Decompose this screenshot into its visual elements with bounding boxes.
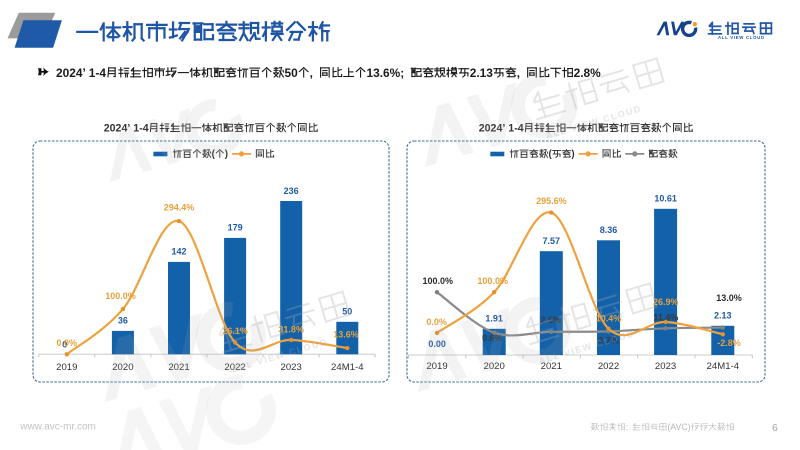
svg-text:,: , (517, 66, 520, 80)
svg-text:(: ( (212, 149, 216, 160)
svg-text:0.0%: 0.0% (426, 317, 447, 327)
svg-text:24M1-4: 24M1-4 (331, 362, 364, 373)
svg-text:13.6%: 13.6% (367, 66, 401, 80)
svg-text:2022: 2022 (598, 361, 619, 372)
svg-text:0.0%: 0.0% (57, 338, 78, 348)
svg-text:(: ( (667, 422, 670, 432)
svg-text:-2.8%: -2.8% (717, 338, 741, 348)
svg-text:2024: 2024 (56, 66, 83, 80)
svg-text:0.00: 0.00 (428, 339, 446, 349)
svg-text:7.57: 7.57 (543, 236, 561, 246)
svg-text:,: , (310, 66, 313, 80)
svg-text:26.9%: 26.9% (653, 297, 679, 307)
svg-text:2022: 2022 (224, 362, 245, 373)
svg-text:0.6%: 0.6% (482, 333, 503, 343)
svg-text:1-4: 1-4 (508, 123, 523, 135)
svg-text:1.91: 1.91 (485, 314, 503, 324)
svg-text:2024: 2024 (479, 123, 503, 135)
svg-text:142: 142 (171, 247, 186, 257)
svg-text:50: 50 (284, 66, 298, 80)
svg-text:AVC: AVC (670, 422, 688, 432)
svg-text:0: 0 (62, 340, 67, 350)
svg-text:1-4: 1-4 (89, 66, 107, 80)
svg-text:2021: 2021 (541, 361, 562, 372)
svg-text:179: 179 (228, 223, 243, 233)
svg-text:2023: 2023 (281, 362, 302, 373)
svg-text:8.36: 8.36 (600, 225, 618, 235)
svg-text:’: ’ (127, 123, 130, 135)
svg-text:24M1-4: 24M1-4 (707, 361, 740, 372)
svg-text:236: 236 (284, 186, 299, 196)
svg-text:50: 50 (342, 307, 352, 317)
svg-text:): ) (225, 149, 228, 160)
svg-text:11.4%: 11.4% (653, 312, 678, 322)
svg-text:2019: 2019 (56, 362, 77, 373)
svg-text:36: 36 (118, 316, 128, 326)
svg-text:100.0%: 100.0% (477, 276, 508, 286)
svg-text:6: 6 (772, 422, 778, 434)
svg-text:2.13: 2.13 (714, 311, 732, 321)
svg-text::: : (626, 422, 628, 432)
svg-text:1-4: 1-4 (133, 123, 148, 135)
svg-text:10.61: 10.61 (654, 194, 677, 204)
svg-text:3.7%: 3.7% (598, 335, 619, 345)
svg-text:31.8%: 31.8% (278, 325, 304, 335)
svg-text:www.avc-mr.com: www.avc-mr.com (19, 422, 96, 433)
svg-text:100.0%: 100.0% (105, 291, 136, 301)
svg-text:2019: 2019 (426, 361, 447, 372)
svg-text:13.0%: 13.0% (716, 293, 742, 303)
svg-text:2.6%: 2.6% (540, 315, 561, 325)
svg-text:10.4%: 10.4% (596, 313, 622, 323)
svg-text:’: ’ (502, 123, 505, 135)
svg-text:;: ; (400, 66, 404, 80)
svg-text:ALL VIEW CLOUD: ALL VIEW CLOUD (718, 35, 765, 40)
svg-text:13.6%: 13.6% (333, 330, 359, 340)
svg-text:2021: 2021 (168, 362, 189, 373)
svg-text:): ) (688, 422, 691, 432)
svg-text:2023: 2023 (655, 361, 676, 372)
svg-text:2.13: 2.13 (470, 66, 494, 80)
svg-text:): ) (571, 149, 574, 160)
svg-text:2024: 2024 (104, 123, 128, 135)
svg-text:294.4%: 294.4% (164, 203, 195, 213)
svg-text:100.0%: 100.0% (423, 276, 454, 286)
svg-text:2020: 2020 (484, 361, 505, 372)
svg-text:26.1%: 26.1% (222, 326, 248, 336)
svg-text:(: ( (549, 149, 553, 160)
svg-text:’: ’ (82, 66, 85, 80)
svg-text:2020: 2020 (112, 362, 133, 373)
svg-text:295.6%: 295.6% (536, 196, 567, 206)
svg-text:2.8%: 2.8% (574, 66, 602, 80)
